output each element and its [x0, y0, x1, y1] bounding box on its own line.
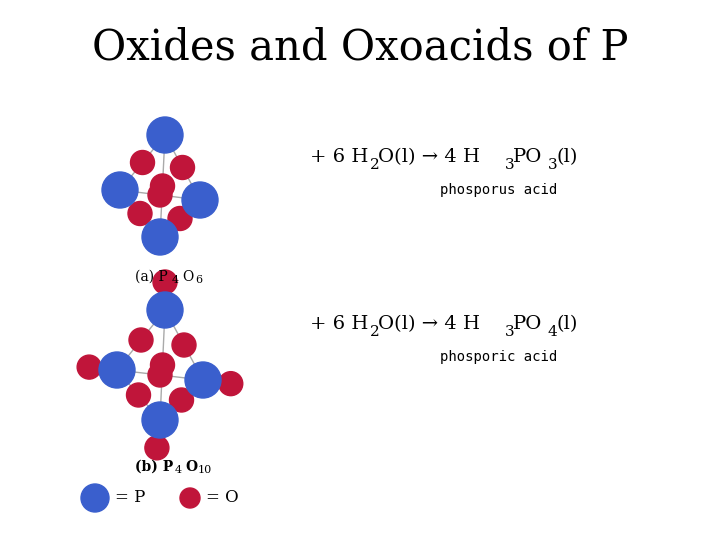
Text: 2: 2 — [370, 158, 379, 172]
Circle shape — [150, 174, 174, 198]
Circle shape — [81, 484, 109, 512]
Text: + 6 H: + 6 H — [310, 315, 369, 333]
Text: 10: 10 — [198, 465, 212, 475]
Text: 6: 6 — [195, 275, 202, 285]
Text: + 6 H: + 6 H — [310, 148, 369, 166]
Circle shape — [153, 270, 177, 294]
Text: 2: 2 — [370, 325, 379, 339]
Text: = O: = O — [206, 489, 238, 507]
Circle shape — [148, 363, 172, 387]
Circle shape — [128, 201, 152, 226]
Circle shape — [171, 156, 194, 179]
Text: O: O — [182, 270, 193, 284]
Circle shape — [99, 352, 135, 388]
Text: 4: 4 — [172, 275, 179, 285]
Circle shape — [150, 353, 174, 377]
Text: (b) P: (b) P — [135, 460, 174, 474]
Text: (a) P: (a) P — [135, 270, 168, 284]
Text: phosporus acid: phosporus acid — [440, 183, 557, 197]
Circle shape — [142, 219, 178, 255]
Text: O(l) → 4 H: O(l) → 4 H — [378, 315, 480, 333]
Text: 3: 3 — [505, 325, 515, 339]
Circle shape — [172, 333, 196, 357]
Circle shape — [182, 182, 218, 218]
Circle shape — [145, 436, 169, 460]
Text: 3: 3 — [505, 158, 515, 172]
Circle shape — [169, 388, 194, 412]
Circle shape — [127, 383, 150, 407]
Circle shape — [147, 117, 183, 153]
Circle shape — [219, 372, 243, 396]
Circle shape — [185, 362, 221, 398]
Circle shape — [142, 402, 178, 438]
Text: PO: PO — [513, 315, 542, 333]
Text: (l): (l) — [556, 315, 577, 333]
Circle shape — [129, 328, 153, 352]
Text: PO: PO — [513, 148, 542, 166]
Text: 4: 4 — [175, 465, 182, 475]
Text: O(l) → 4 H: O(l) → 4 H — [378, 148, 480, 166]
Text: Oxides and Oxoacids of P: Oxides and Oxoacids of P — [91, 27, 629, 69]
Circle shape — [180, 488, 200, 508]
Text: O: O — [185, 460, 197, 474]
Text: 3: 3 — [548, 158, 557, 172]
Text: 4: 4 — [548, 325, 558, 339]
Text: phosporic acid: phosporic acid — [440, 350, 557, 364]
Text: (l): (l) — [556, 148, 577, 166]
Text: = P: = P — [115, 489, 145, 507]
Circle shape — [102, 172, 138, 208]
Circle shape — [147, 292, 183, 328]
Circle shape — [77, 355, 101, 379]
Circle shape — [168, 206, 192, 231]
Circle shape — [148, 183, 172, 207]
Circle shape — [130, 151, 155, 174]
